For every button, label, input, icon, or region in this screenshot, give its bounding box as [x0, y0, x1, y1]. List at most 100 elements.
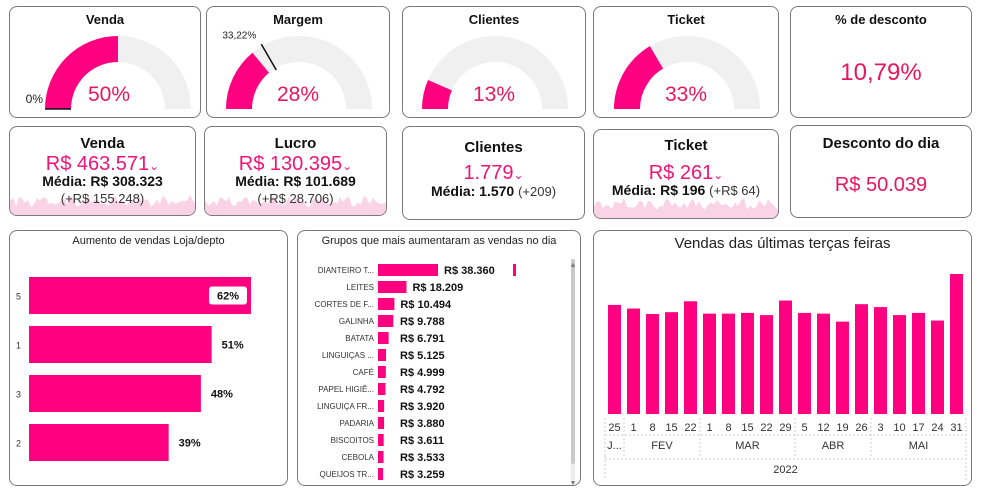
kpi-title: Venda	[80, 135, 125, 152]
kpi-difference: (+R$ 28.706)	[257, 191, 334, 206]
day-tick-label: 24	[931, 422, 943, 434]
kpi-card-ticket: Ticket R$ 261⌄ Média: R$ 196 (+R$ 64)	[593, 129, 779, 219]
tuesday-sales-chart-card: Vendas das últimas terças feiras 25 1 8 15 2…	[593, 230, 972, 486]
gauge-value: 50%	[87, 83, 131, 106]
category-label: QUEIJOS TR...	[319, 470, 374, 479]
gauge-card-clientes: Clientes 13%	[402, 6, 586, 118]
day-discount-title: Desconto do dia	[822, 135, 940, 152]
month-label: MAI	[909, 440, 929, 452]
gauge-card-margem: Margem 33,22% 28%	[206, 6, 390, 118]
data-label: R$ 9.788	[400, 316, 445, 328]
sparkline-area	[10, 194, 195, 215]
kpi-average: Média: R$ 101.689	[235, 173, 356, 189]
category-label: LINGUIÇAS ...	[322, 351, 374, 360]
day-tick-label: 8	[649, 422, 655, 434]
data-label: R$ 5.125	[400, 350, 445, 362]
groups-increase-chart: DIANTEIRO T... R$ 38.360 LEITES R$ 18.209 CO…	[315, 259, 577, 486]
gauge-value: 13%	[472, 83, 516, 106]
gauge-fill	[226, 52, 270, 109]
day-discount-value: R$ 50.039	[834, 174, 928, 196]
category-label: BATATA	[345, 334, 374, 343]
category-label: CEBOLA	[342, 453, 375, 462]
store-increase-chart-title: Aumento de vendas Loja/depto	[72, 235, 225, 247]
bar	[931, 320, 944, 414]
bar	[703, 313, 716, 414]
category-label: LINGUIÇA FR...	[317, 402, 374, 411]
scrollbar-thumb[interactable]	[571, 259, 575, 464]
bar	[29, 326, 212, 363]
kpi-difference: (+R$ 155.248)	[60, 191, 145, 206]
month-label: MAR	[735, 440, 760, 452]
sparkline-ticket	[594, 197, 778, 218]
category-label: BISCOITOS	[331, 436, 374, 445]
kpi-title: Lucro	[274, 135, 317, 152]
discount-percent-card: % de desconto 10,79%	[790, 6, 972, 118]
bar	[950, 274, 963, 414]
data-label: R$ 38.360	[444, 265, 495, 277]
gauge-fill	[45, 36, 118, 109]
kpi-average: Média: R$ 308.323	[42, 173, 163, 189]
gauge-track	[422, 36, 568, 109]
gauge-value: 33%	[664, 83, 708, 106]
discount-percent-title: % de desconto	[835, 12, 927, 27]
kpi-average: Média: R$ 196 (+R$ 64)	[611, 182, 761, 198]
gauge-margem: 33,22%	[222, 30, 372, 109]
day-discount-card: Desconto do dia R$ 50.039	[790, 125, 972, 218]
bar	[378, 349, 387, 361]
bar	[741, 312, 754, 414]
data-label-bg	[209, 286, 247, 305]
day-tick-label: 1	[630, 422, 636, 434]
bar	[760, 315, 773, 414]
sparkline-venda	[10, 194, 195, 215]
bar	[684, 301, 697, 414]
bar	[779, 300, 792, 414]
category-label: CORTES DE F...	[315, 300, 374, 309]
data-label: R$ 4.999	[400, 367, 445, 379]
bar	[627, 308, 640, 414]
day-tick-label: 12	[817, 422, 829, 434]
data-label: R$ 6.791	[400, 333, 445, 345]
bar	[665, 312, 678, 414]
gauge-venda: 0%	[26, 36, 191, 110]
gauge-target-marker	[260, 43, 278, 71]
data-label: R$ 4.792	[400, 384, 445, 396]
gauge-value: 28%	[276, 83, 320, 106]
chevron-down-icon: ⌄	[513, 168, 524, 182]
gauge-fill	[422, 80, 452, 109]
month-label: ABR	[822, 440, 845, 452]
bar-overflow	[513, 264, 516, 276]
bar	[608, 304, 621, 414]
data-label: R$ 3.533	[400, 452, 445, 464]
bar	[817, 313, 830, 414]
category-label: 3	[16, 390, 21, 400]
gauge-target-label: 33,22%	[222, 30, 256, 41]
month-label: J...	[607, 440, 622, 452]
data-label: R$ 3.880	[400, 418, 445, 430]
bar	[29, 424, 169, 461]
chevron-down-icon: ⌄	[342, 159, 353, 173]
scroll-down-icon[interactable]: ▼	[570, 480, 577, 486]
groups-increase-chart-card: Grupos que mais aumentaram as vendas no …	[297, 230, 581, 486]
bar	[378, 366, 386, 378]
category-label: DIANTEIRO T...	[318, 266, 374, 275]
day-tick-label: 19	[836, 422, 848, 434]
gauge-card-venda: Venda 0% 50%	[9, 6, 201, 118]
data-label: R$ 18.209	[412, 282, 463, 294]
day-tick-label: 15	[665, 422, 677, 434]
kpi-card-venda: Venda R$ 463.571⌄ Média: R$ 308.323 (+R$…	[9, 126, 196, 216]
store-increase-chart: 5 62% 1 51% 3 48% 2 39%	[16, 277, 251, 461]
tuesday-sales-chart-title: Vendas das últimas terças feiras	[674, 235, 891, 252]
day-tick-label: 26	[855, 422, 867, 434]
data-label: 39%	[179, 438, 201, 450]
category-label: PADARIA	[339, 419, 374, 428]
scroll-up-icon[interactable]: ▲	[570, 262, 577, 269]
bar	[836, 321, 849, 414]
data-label: 51%	[222, 340, 244, 352]
day-tick-label: 15	[741, 422, 753, 434]
day-tick-label: 31	[950, 422, 962, 434]
bar	[874, 307, 887, 414]
gauge-ticket	[614, 36, 760, 109]
gauge-title: Clientes	[468, 12, 520, 27]
kpi-value: R$ 463.571⌄	[45, 153, 160, 175]
gauge-fill	[614, 46, 664, 109]
